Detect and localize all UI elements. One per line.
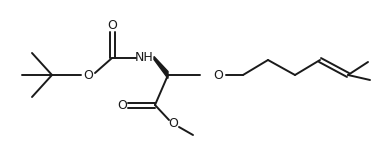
Text: NH: NH — [135, 51, 153, 63]
Polygon shape — [154, 57, 168, 79]
Text: O: O — [168, 116, 178, 130]
Text: O: O — [117, 99, 127, 111]
Text: O: O — [83, 69, 93, 81]
Text: O: O — [107, 18, 117, 32]
Text: O: O — [213, 69, 223, 81]
